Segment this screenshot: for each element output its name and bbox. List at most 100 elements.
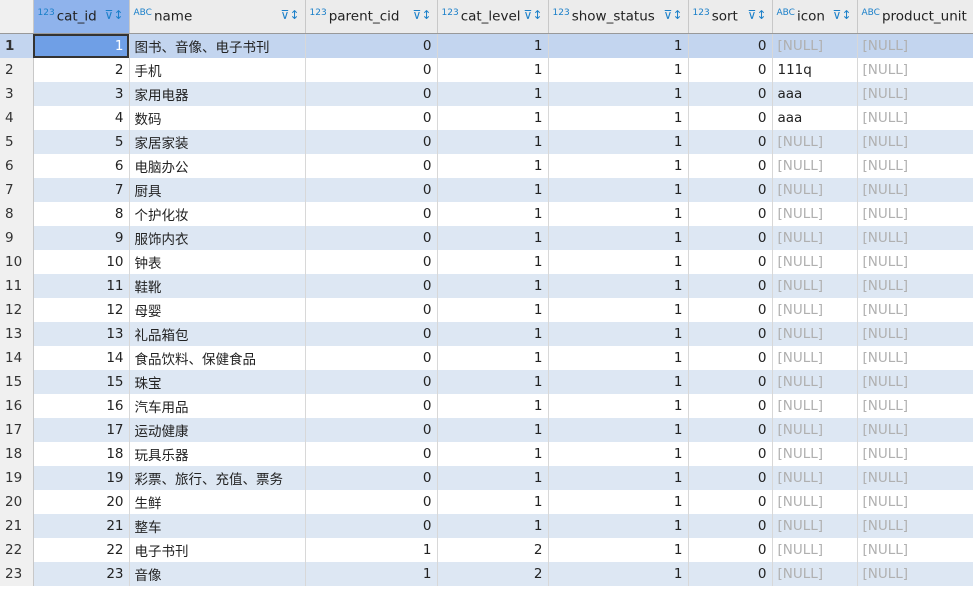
- cell-parent_cid[interactable]: 0: [305, 442, 438, 466]
- cell-name[interactable]: 礼品箱包: [129, 322, 306, 346]
- cell-cat_id[interactable]: 17: [33, 418, 130, 442]
- cell-name[interactable]: 服饰内衣: [129, 226, 306, 250]
- row-number[interactable]: 18: [0, 442, 34, 466]
- cell-product_unit[interactable]: [NULL]: [857, 370, 973, 394]
- table-row[interactable]: 11 11 鞋靴 0 1 1 0 [NULL] [NULL]: [0, 274, 973, 298]
- cell-show_status[interactable]: 1: [548, 346, 689, 370]
- cell-parent_cid[interactable]: 0: [305, 250, 438, 274]
- cell-name[interactable]: 家居家装: [129, 130, 306, 154]
- cell-cat_id[interactable]: 18: [33, 442, 130, 466]
- filter-sort-icon[interactable]: ⊽↕: [280, 8, 300, 22]
- cell-icon[interactable]: [NULL]: [772, 394, 858, 418]
- column-header-parent_cid[interactable]: 123 parent_cid ⊽↕: [305, 0, 438, 34]
- cell-parent_cid[interactable]: 0: [305, 370, 438, 394]
- row-number[interactable]: 7: [0, 178, 34, 202]
- table-row[interactable]: 17 17 运动健康 0 1 1 0 [NULL] [NULL]: [0, 418, 973, 442]
- column-header-name[interactable]: ABC name ⊽↕: [129, 0, 306, 34]
- cell-show_status[interactable]: 1: [548, 370, 689, 394]
- cell-parent_cid[interactable]: 0: [305, 58, 438, 82]
- cell-sort[interactable]: 0: [688, 538, 773, 562]
- cell-sort[interactable]: 0: [688, 370, 773, 394]
- row-number[interactable]: 23: [0, 562, 34, 586]
- row-number[interactable]: 15: [0, 370, 34, 394]
- table-row[interactable]: 23 23 音像 1 2 1 0 [NULL] [NULL]: [0, 562, 973, 586]
- cell-name[interactable]: 玩具乐器: [129, 442, 306, 466]
- cell-product_unit[interactable]: [NULL]: [857, 58, 973, 82]
- cell-icon[interactable]: [NULL]: [772, 226, 858, 250]
- cell-product_unit[interactable]: [NULL]: [857, 178, 973, 202]
- cell-name[interactable]: 电脑办公: [129, 154, 306, 178]
- row-number[interactable]: 22: [0, 538, 34, 562]
- row-number[interactable]: 6: [0, 154, 34, 178]
- cell-show_status[interactable]: 1: [548, 178, 689, 202]
- cell-parent_cid[interactable]: 0: [305, 154, 438, 178]
- cell-parent_cid[interactable]: 0: [305, 274, 438, 298]
- cell-show_status[interactable]: 1: [548, 298, 689, 322]
- cell-show_status[interactable]: 1: [548, 250, 689, 274]
- cell-show_status[interactable]: 1: [548, 33, 689, 58]
- cell-show_status[interactable]: 1: [548, 58, 689, 82]
- cell-name[interactable]: 生鲜: [129, 490, 306, 514]
- row-number[interactable]: 5: [0, 130, 34, 154]
- cell-product_unit[interactable]: [NULL]: [857, 562, 973, 586]
- cell-name[interactable]: 图书、音像、电子书刊: [129, 33, 306, 58]
- cell-sort[interactable]: 0: [688, 562, 773, 586]
- cell-parent_cid[interactable]: 0: [305, 106, 438, 130]
- cell-icon[interactable]: [NULL]: [772, 33, 858, 58]
- cell-parent_cid[interactable]: 0: [305, 202, 438, 226]
- result-grid[interactable]: 123 cat_id ⊽↕ ABC name ⊽↕ 123 parent_cid ⊽↕ 123 ca…: [0, 0, 973, 586]
- cell-cat_level[interactable]: 1: [437, 33, 549, 58]
- cell-icon[interactable]: [NULL]: [772, 202, 858, 226]
- cell-cat_id[interactable]: 13: [33, 322, 130, 346]
- cell-parent_cid[interactable]: 0: [305, 346, 438, 370]
- cell-icon[interactable]: [NULL]: [772, 130, 858, 154]
- table-row[interactable]: 7 7 厨具 0 1 1 0 [NULL] [NULL]: [0, 178, 973, 202]
- table-row[interactable]: 12 12 母婴 0 1 1 0 [NULL] [NULL]: [0, 298, 973, 322]
- cell-product_unit[interactable]: [NULL]: [857, 442, 973, 466]
- cell-sort[interactable]: 0: [688, 466, 773, 490]
- cell-product_unit[interactable]: [NULL]: [857, 298, 973, 322]
- cell-product_unit[interactable]: [NULL]: [857, 418, 973, 442]
- cell-parent_cid[interactable]: 0: [305, 130, 438, 154]
- cell-show_status[interactable]: 1: [548, 442, 689, 466]
- cell-parent_cid[interactable]: 0: [305, 514, 438, 538]
- table-row[interactable]: 4 4 数码 0 1 1 0 aaa [NULL]: [0, 106, 973, 130]
- cell-name[interactable]: 珠宝: [129, 370, 306, 394]
- table-row[interactable]: 21 21 整车 0 1 1 0 [NULL] [NULL]: [0, 514, 973, 538]
- cell-icon[interactable]: aaa: [772, 82, 858, 106]
- cell-icon[interactable]: aaa: [772, 106, 858, 130]
- cell-cat_id[interactable]: 11: [33, 274, 130, 298]
- cell-show_status[interactable]: 1: [548, 514, 689, 538]
- column-header-show_status[interactable]: 123 show_status ⊽↕: [548, 0, 689, 34]
- cell-show_status[interactable]: 1: [548, 490, 689, 514]
- cell-show_status[interactable]: 1: [548, 130, 689, 154]
- cell-parent_cid[interactable]: 0: [305, 82, 438, 106]
- cell-sort[interactable]: 0: [688, 490, 773, 514]
- cell-cat_id[interactable]: 23: [33, 562, 130, 586]
- cell-cat_level[interactable]: 1: [437, 442, 549, 466]
- cell-product_unit[interactable]: [NULL]: [857, 322, 973, 346]
- cell-parent_cid[interactable]: 0: [305, 418, 438, 442]
- table-row[interactable]: 14 14 食品饮料、保健食品 0 1 1 0 [NULL] [NULL]: [0, 346, 973, 370]
- cell-name[interactable]: 电子书刊: [129, 538, 306, 562]
- cell-parent_cid[interactable]: 0: [305, 33, 438, 58]
- filter-sort-icon[interactable]: ⊽↕: [747, 8, 767, 22]
- table-row[interactable]: 13 13 礼品箱包 0 1 1 0 [NULL] [NULL]: [0, 322, 973, 346]
- cell-icon[interactable]: [NULL]: [772, 538, 858, 562]
- row-number[interactable]: 14: [0, 346, 34, 370]
- cell-name[interactable]: 音像: [129, 562, 306, 586]
- cell-cat_id[interactable]: 8: [33, 202, 130, 226]
- cell-name[interactable]: 厨具: [129, 178, 306, 202]
- cell-name[interactable]: 家用电器: [129, 82, 306, 106]
- cell-cat_level[interactable]: 1: [437, 58, 549, 82]
- cell-cat_id[interactable]: 20: [33, 490, 130, 514]
- cell-product_unit[interactable]: [NULL]: [857, 106, 973, 130]
- cell-parent_cid[interactable]: 0: [305, 226, 438, 250]
- cell-icon[interactable]: 111q: [772, 58, 858, 82]
- cell-product_unit[interactable]: [NULL]: [857, 154, 973, 178]
- cell-cat_level[interactable]: 1: [437, 370, 549, 394]
- cell-sort[interactable]: 0: [688, 298, 773, 322]
- cell-cat_id[interactable]: 16: [33, 394, 130, 418]
- cell-product_unit[interactable]: [NULL]: [857, 82, 973, 106]
